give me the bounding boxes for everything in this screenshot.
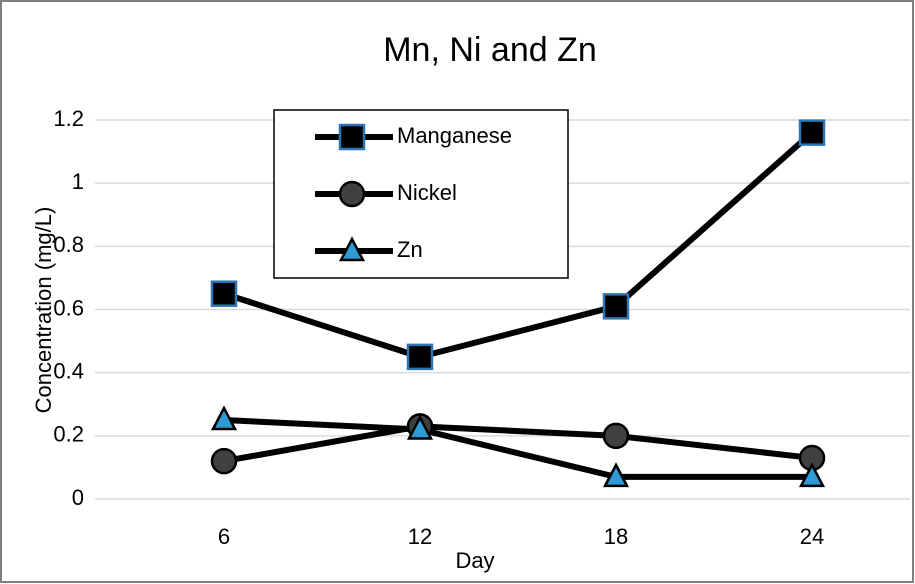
marker <box>602 422 630 450</box>
marker <box>210 280 238 307</box>
y-tick-label: 0.6 <box>53 295 84 320</box>
y-tick-label: 0.2 <box>53 422 84 447</box>
x-axis-label: Day <box>455 548 494 573</box>
x-tick-label: 12 <box>408 524 432 549</box>
x-tick-label: 24 <box>800 524 824 549</box>
legend-label: Zn <box>397 237 423 262</box>
x-tick-label: 6 <box>218 524 230 549</box>
legend-label: Nickel <box>397 180 457 205</box>
marker <box>406 343 434 371</box>
y-tick-label: 0.8 <box>53 232 84 257</box>
marker <box>210 405 238 431</box>
y-tick-label: 0.4 <box>53 358 84 383</box>
chart-title: Mn, Ni and Zn <box>383 31 597 69</box>
series-line <box>223 417 812 480</box>
y-tick-label: 1 <box>72 169 84 194</box>
y-tick-label: 1.2 <box>53 106 84 131</box>
marker <box>798 462 826 488</box>
marker <box>602 293 630 320</box>
marker <box>602 462 630 488</box>
legend-label: Manganese <box>397 123 512 148</box>
series-line <box>223 423 813 465</box>
marker <box>210 447 238 475</box>
y-tick-label: 0 <box>72 485 84 510</box>
y-axis-label: Concentration (mg/L) <box>31 207 56 414</box>
legend-marker <box>338 123 366 151</box>
marker <box>798 119 826 146</box>
legend-marker <box>338 236 366 262</box>
legend-marker <box>338 180 366 208</box>
series-line <box>223 130 814 360</box>
marker <box>406 414 434 440</box>
x-tick-label: 18 <box>604 524 628 549</box>
